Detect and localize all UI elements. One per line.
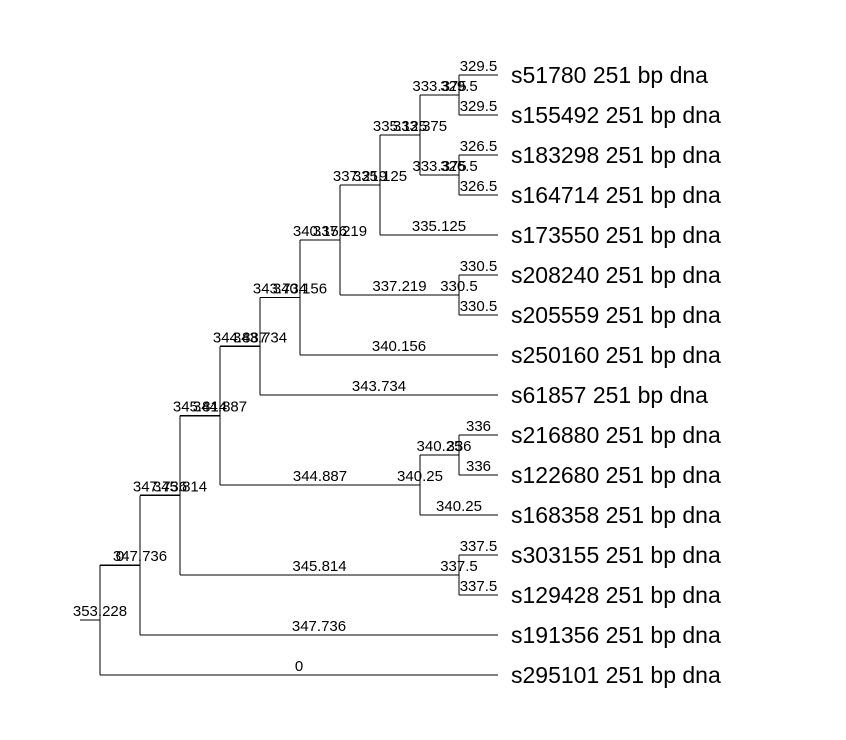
node-height-label: 335.125: [353, 168, 407, 185]
node-height-label: 343.734: [233, 329, 287, 346]
branch-label: 337.219: [372, 278, 426, 295]
node-height-label: 336: [446, 438, 471, 455]
branch-label: 344.887: [213, 329, 267, 346]
branch-label: 347.736: [133, 478, 187, 495]
leaf-label: s155492 251 bp dna: [511, 102, 721, 128]
branch-label: 335.125: [412, 218, 466, 235]
branch-label: 340.156: [372, 338, 426, 355]
node-height-label: 353.228: [73, 603, 127, 620]
branch-label: 336: [466, 418, 491, 435]
leaf-label: s51780 251 bp dna: [511, 62, 708, 88]
branch-label: 345.814: [173, 399, 227, 416]
node-height-label: 344.887: [193, 399, 247, 416]
leaf-label: s191356 251 bp dna: [511, 622, 721, 648]
leaf-label: s122680 251 bp dna: [511, 462, 721, 488]
branch-label: 0: [116, 548, 124, 565]
branch-label: 326.5: [460, 138, 498, 155]
branch-label: 333.375: [412, 158, 466, 175]
branch-label: 344.887: [293, 468, 347, 485]
leaf-label: s183298 251 bp dna: [511, 142, 721, 168]
branch-label: 343.734: [352, 378, 406, 395]
leaf-label: s173550 251 bp dna: [511, 222, 721, 248]
node-height-label: 333.375: [393, 118, 447, 135]
branch-label: 340.156: [293, 223, 347, 240]
node-height-label: 340.25: [397, 468, 443, 485]
branch-label: 329.5: [460, 98, 498, 115]
leaf-label: s250160 251 bp dna: [511, 342, 721, 368]
branch-label: 333.375: [412, 78, 466, 95]
branch-label: 326.5: [460, 178, 498, 195]
node-height-label: 330.5: [440, 278, 478, 295]
branch-label: 347.736: [292, 618, 346, 635]
branch-label: 335.125: [373, 118, 427, 135]
node-height-label: 329.5: [440, 78, 478, 95]
branch-label: 343.734: [253, 281, 307, 298]
branch-label: 340.25: [436, 498, 482, 515]
branch-label: 337.5: [460, 578, 498, 595]
branch-label: 330.5: [460, 258, 498, 275]
node-height-label: 326.5: [440, 158, 478, 175]
branch-label: 0: [295, 658, 303, 675]
leaf-label: s129428 251 bp dna: [511, 582, 721, 608]
leaf-label: s295101 251 bp dna: [511, 662, 721, 688]
branch-label: 336: [466, 458, 491, 475]
leaf-label: s303155 251 bp dna: [511, 542, 721, 568]
leaf-label: s216880 251 bp dna: [511, 422, 721, 448]
node-height-label: 347.736: [113, 548, 167, 565]
leaf-label: s208240 251 bp dna: [511, 262, 721, 288]
node-height-label: 337.219: [313, 223, 367, 240]
branch-label: 345.814: [292, 558, 346, 575]
leaf-label: s164714 251 bp dna: [511, 182, 721, 208]
leaf-label: s61857 251 bp dna: [511, 382, 708, 408]
branch-label: 330.5: [460, 298, 498, 315]
leaf-label: s168358 251 bp dna: [511, 502, 721, 528]
branch-label: 329.5: [460, 58, 498, 75]
branch-label: 337.219: [333, 168, 387, 185]
branch-label: 340.25: [417, 438, 463, 455]
node-height-label: 337.5: [440, 558, 478, 575]
node-height-label: 340.156: [273, 281, 327, 298]
branch-label: 337.5: [460, 538, 498, 555]
node-height-label: 345.814: [153, 478, 207, 495]
leaf-label: s205559 251 bp dna: [511, 302, 721, 328]
